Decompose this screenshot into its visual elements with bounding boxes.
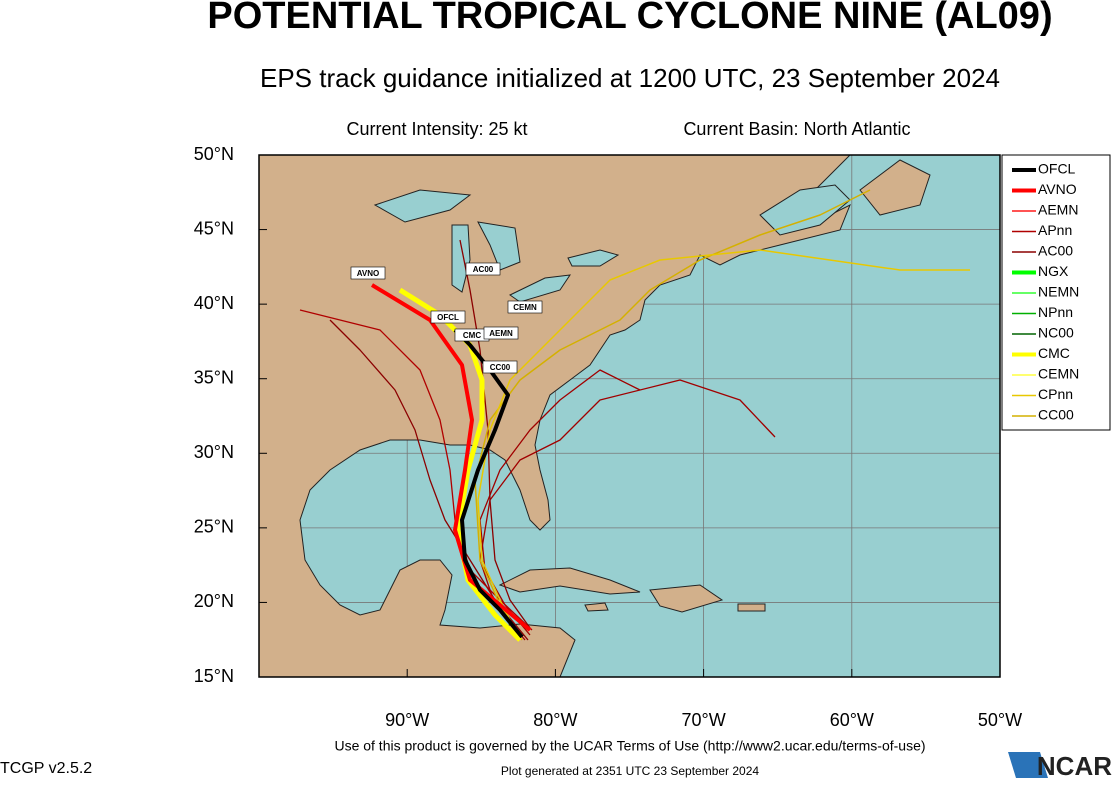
track-label: CMC bbox=[463, 331, 481, 340]
lon-label: 80°W bbox=[533, 710, 577, 730]
legend-label: APnn bbox=[1038, 222, 1072, 238]
lat-label: 15°N bbox=[194, 666, 234, 686]
track bbox=[474, 189, 871, 641]
map: AVNO AC00 CEMN OFCL CMC AEMN CC00 bbox=[258, 154, 1001, 678]
lake-michigan bbox=[451, 224, 471, 293]
lake-ontario bbox=[567, 249, 620, 267]
lat-label: 25°N bbox=[194, 517, 234, 537]
track bbox=[479, 369, 641, 636]
puerto-rico bbox=[737, 603, 766, 612]
legend-label: CC00 bbox=[1038, 407, 1074, 423]
lon-label: 70°W bbox=[681, 710, 725, 730]
lat-label: 50°N bbox=[194, 144, 234, 164]
lat-label: 35°N bbox=[194, 367, 234, 387]
hispaniola bbox=[649, 584, 724, 613]
cuba bbox=[498, 567, 641, 595]
lat-label: 40°N bbox=[194, 293, 234, 313]
track bbox=[370, 283, 532, 632]
lon-label: 90°W bbox=[385, 710, 429, 730]
legend-label: AEMN bbox=[1038, 202, 1078, 218]
subtitle: EPS track guidance initialized at 1200 U… bbox=[260, 63, 1000, 93]
lat-label: 20°N bbox=[194, 591, 234, 611]
track bbox=[459, 239, 531, 629]
lon-label: 60°W bbox=[830, 710, 874, 730]
logo-mark bbox=[1008, 752, 1048, 778]
title: POTENTIAL TROPICAL CYCLONE NINE (AL09) bbox=[207, 0, 1052, 37]
track-label: CEMN bbox=[513, 303, 537, 312]
track-label: AC00 bbox=[473, 265, 494, 274]
intensity: Current Intensity: 25 kt bbox=[346, 119, 527, 139]
track-label-box bbox=[482, 360, 518, 374]
version: TCGP v2.5.2 bbox=[0, 760, 92, 777]
track-label: CC00 bbox=[490, 363, 511, 372]
legend-label: CPnn bbox=[1038, 386, 1073, 402]
track-label-box bbox=[430, 310, 466, 324]
lake-superior bbox=[373, 189, 472, 223]
lake-huron bbox=[477, 221, 521, 271]
legend-label: NC00 bbox=[1038, 325, 1074, 341]
legend-label: AC00 bbox=[1038, 243, 1073, 259]
generated: Plot generated at 2351 UTC 23 September … bbox=[501, 764, 759, 778]
jamaica bbox=[584, 602, 609, 612]
legend-label: CMC bbox=[1038, 345, 1070, 361]
track bbox=[479, 379, 776, 641]
track-label-box bbox=[483, 326, 519, 340]
lat-label: 30°N bbox=[194, 442, 234, 462]
legend-label: NGX bbox=[1038, 263, 1069, 279]
tracks bbox=[299, 189, 970, 642]
basin: Current Basin: North Atlantic bbox=[683, 119, 910, 139]
legend-label: CEMN bbox=[1038, 366, 1079, 382]
track-label: AEMN bbox=[489, 329, 513, 338]
lon-label: 50°W bbox=[978, 710, 1022, 730]
frame bbox=[258, 154, 1001, 678]
track-label: OFCL bbox=[437, 313, 459, 322]
track-label-box bbox=[350, 266, 386, 280]
legend-label: NEMN bbox=[1038, 284, 1079, 300]
track-label-box bbox=[465, 262, 501, 276]
lat-label: 45°N bbox=[194, 218, 234, 238]
legend-label: NPnn bbox=[1038, 304, 1073, 320]
newfoundland bbox=[859, 159, 931, 216]
track-label: AVNO bbox=[357, 269, 380, 278]
track-label-box bbox=[507, 300, 543, 314]
legend-label: AVNO bbox=[1038, 181, 1077, 197]
logo: NCAR bbox=[1037, 751, 1112, 780]
legend-label: OFCL bbox=[1038, 161, 1076, 177]
track bbox=[477, 249, 970, 641]
terms: Use of this product is governed by the U… bbox=[334, 738, 925, 754]
